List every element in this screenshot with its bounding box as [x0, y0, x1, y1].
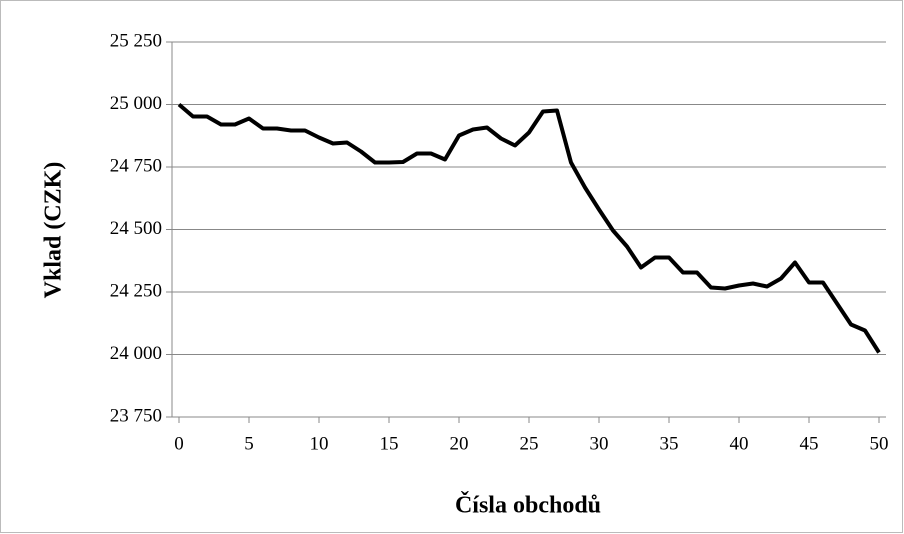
y-tick-label: 25 000: [110, 93, 162, 114]
x-tick-label: 20: [450, 433, 469, 454]
y-tick-label: 23 750: [110, 405, 162, 426]
y-axis-title: Vklad (CZK): [41, 162, 67, 299]
x-tick-label: 50: [870, 433, 889, 454]
y-tick-label: 24 750: [110, 155, 162, 176]
x-tick-label: 25: [520, 433, 539, 454]
y-tick-label: 24 000: [110, 343, 162, 364]
x-axis-title: Čísla obchodů: [455, 492, 601, 519]
x-tick-label: 45: [800, 433, 819, 454]
x-tick-label: 10: [310, 433, 329, 454]
x-tick-label: 5: [244, 433, 254, 454]
y-tick-label: 24 500: [110, 218, 162, 239]
x-tick-label: 35: [660, 433, 679, 454]
x-tick-label: 0: [174, 433, 184, 454]
x-tick-label: 30: [590, 433, 609, 454]
y-tick-label: 25 250: [110, 30, 162, 51]
y-tick-label: 24 250: [110, 280, 162, 301]
data-line: [177, 102, 881, 354]
x-tick-label: 40: [730, 433, 749, 454]
x-tick-label: 15: [380, 433, 399, 454]
